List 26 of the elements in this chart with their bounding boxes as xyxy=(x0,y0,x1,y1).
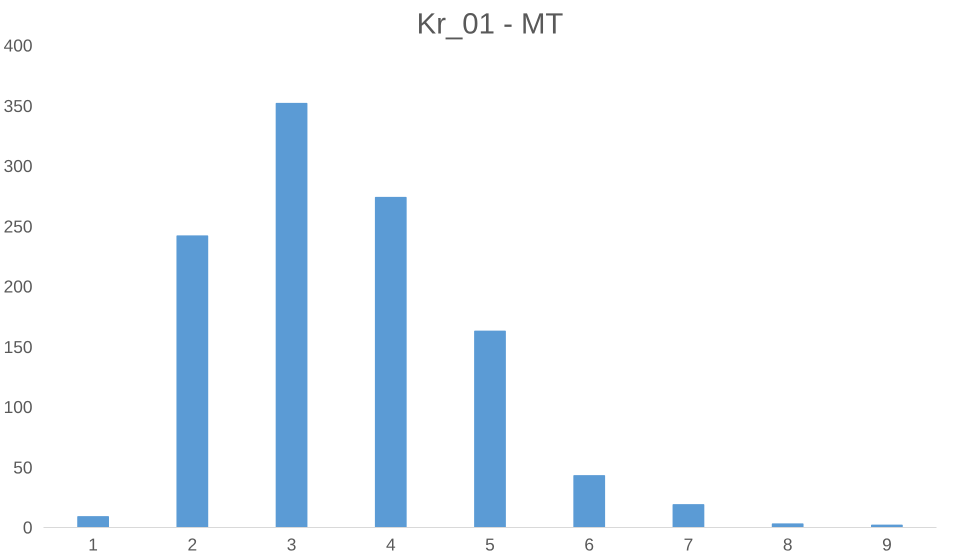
y-tick-label: 0 xyxy=(22,518,33,538)
bar xyxy=(672,504,704,528)
x-tick-label: 8 xyxy=(782,534,792,553)
bar xyxy=(573,475,606,528)
y-tick-label: 350 xyxy=(4,96,33,116)
bar xyxy=(77,516,109,528)
x-tick-label: 9 xyxy=(882,534,892,553)
y-tick-label: 300 xyxy=(4,156,33,176)
x-tick-label: 5 xyxy=(485,534,495,553)
y-tick-label: 150 xyxy=(4,336,33,357)
x-tick-label: 1 xyxy=(88,534,98,553)
x-tick-label: 6 xyxy=(584,534,594,553)
x-tick-label: 3 xyxy=(286,534,296,553)
bar xyxy=(276,102,308,528)
bar xyxy=(374,196,407,528)
x-tick-label: 4 xyxy=(386,534,396,553)
y-tick-label: 200 xyxy=(4,276,33,296)
y-tick-label: 400 xyxy=(4,36,33,56)
x-tick-label: 7 xyxy=(684,534,694,553)
bar xyxy=(474,330,506,528)
bar xyxy=(176,235,208,528)
y-tick-label: 50 xyxy=(13,457,33,478)
chart-title: Kr_01 - MT xyxy=(416,8,564,40)
x-tick-label: 2 xyxy=(188,534,198,553)
y-tick-label: 100 xyxy=(4,397,33,417)
y-tick-label: 250 xyxy=(4,216,33,236)
